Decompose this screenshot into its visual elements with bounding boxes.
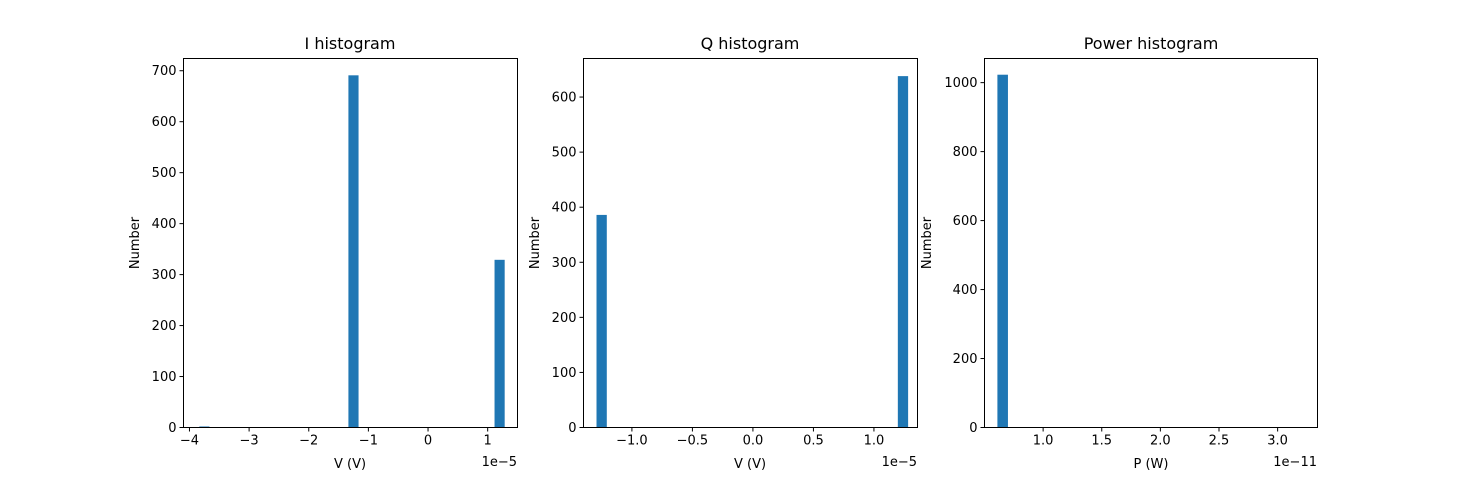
power-histogram-xlabel: P (W) — [1134, 457, 1169, 472]
q-histogram-xtick-label-2: 0.0 — [743, 434, 764, 449]
i-histogram-xtick-label-1: −3 — [240, 434, 259, 449]
i-histogram-bar-2 — [494, 259, 505, 428]
q-histogram-ylabel: Number — [528, 216, 543, 269]
q-histogram-bar-0 — [596, 214, 607, 428]
i-histogram-xtick-label-4: 0 — [424, 434, 432, 449]
q-histogram-ytick-label-2: 200 — [552, 311, 577, 326]
i-histogram-x-offset: 1e−5 — [482, 455, 517, 470]
i-histogram-panel: I histogram V (V) Number 1e−5 −4 −3 −2 −1 0 1… — [128, 34, 518, 472]
q-histogram-ytick-label-3: 300 — [552, 256, 577, 271]
q-histogram-axes-frame — [583, 58, 918, 428]
i-histogram-axes-frame — [183, 58, 518, 428]
q-histogram-ytick-label-0: 0 — [568, 421, 576, 436]
power-histogram-xtick-label-3: 2.5 — [1209, 434, 1230, 449]
i-histogram-xtick-label-5: 1 — [484, 434, 492, 449]
i-histogram-ytick-label-4: 400 — [152, 217, 177, 232]
power-histogram-bar-0 — [997, 74, 1008, 428]
q-histogram-ytick-label-6: 600 — [552, 91, 577, 106]
q-histogram-xtick-label-3: 0.5 — [803, 434, 824, 449]
q-histogram-xtick-label-1: −0.5 — [677, 434, 709, 449]
power-histogram-title: Power histogram — [1084, 34, 1219, 53]
i-histogram-ytick-label-3: 300 — [152, 268, 177, 283]
q-histogram-title: Q histogram — [701, 34, 800, 53]
q-histogram-x-offset: 1e−5 — [882, 455, 917, 470]
q-histogram-ytick-label-4: 400 — [552, 201, 577, 216]
i-histogram-ytick-label-1: 100 — [152, 370, 177, 385]
power-histogram-ytick-label-3: 600 — [953, 214, 978, 229]
i-histogram-bar-0 — [199, 426, 210, 428]
i-histogram-bar-1 — [348, 75, 359, 428]
power-histogram-xtick-label-0: 1.0 — [1033, 434, 1054, 449]
q-histogram-ytick-label-1: 100 — [552, 366, 577, 381]
i-histogram-ytick-label-6: 600 — [152, 115, 177, 130]
power-histogram-xtick-label-4: 3.0 — [1267, 434, 1288, 449]
q-histogram-bar-1 — [897, 76, 909, 428]
power-histogram-ytick-label-2: 400 — [953, 283, 978, 298]
i-histogram-ytick-label-2: 200 — [152, 319, 177, 334]
q-histogram-xlabel: V (V) — [734, 457, 766, 472]
power-histogram-ytick-label-0: 0 — [969, 421, 977, 436]
i-histogram-xtick-label-2: −2 — [299, 434, 318, 449]
power-histogram-ytick-label-5: 1000 — [944, 76, 977, 91]
power-histogram-x-offset: 1e−11 — [1273, 455, 1317, 470]
i-histogram-xtick-label-3: −1 — [359, 434, 378, 449]
power-histogram-ytick-label-1: 200 — [953, 352, 978, 367]
q-histogram-xtick-label-0: −1.0 — [616, 434, 648, 449]
q-histogram-panel: Q histogram V (V) Number 1e−5 −1.0 −0.5 0.… — [528, 34, 918, 472]
power-histogram-ytick-label-4: 800 — [953, 145, 978, 160]
power-histogram-panel: Power histogram P (W) Number 1e−11 1.0 1.… — [920, 34, 1318, 472]
i-histogram-xlabel: V (V) — [334, 457, 366, 472]
i-histogram-ytick-label-7: 700 — [152, 64, 177, 79]
power-histogram-xtick-label-1: 1.5 — [1091, 434, 1112, 449]
power-histogram-xtick-label-2: 2.0 — [1150, 434, 1171, 449]
i-histogram-xtick-label-0: −4 — [180, 434, 199, 449]
i-histogram-ytick-label-5: 500 — [152, 166, 177, 181]
power-histogram-ylabel: Number — [920, 216, 935, 269]
power-histogram-axes-frame — [984, 58, 1318, 428]
i-histogram-ylabel: Number — [128, 216, 143, 269]
q-histogram-ytick-label-5: 500 — [552, 146, 577, 161]
i-histogram-title: I histogram — [305, 34, 396, 53]
i-histogram-ytick-label-0: 0 — [168, 421, 176, 436]
q-histogram-xtick-label-4: 1.0 — [864, 434, 885, 449]
